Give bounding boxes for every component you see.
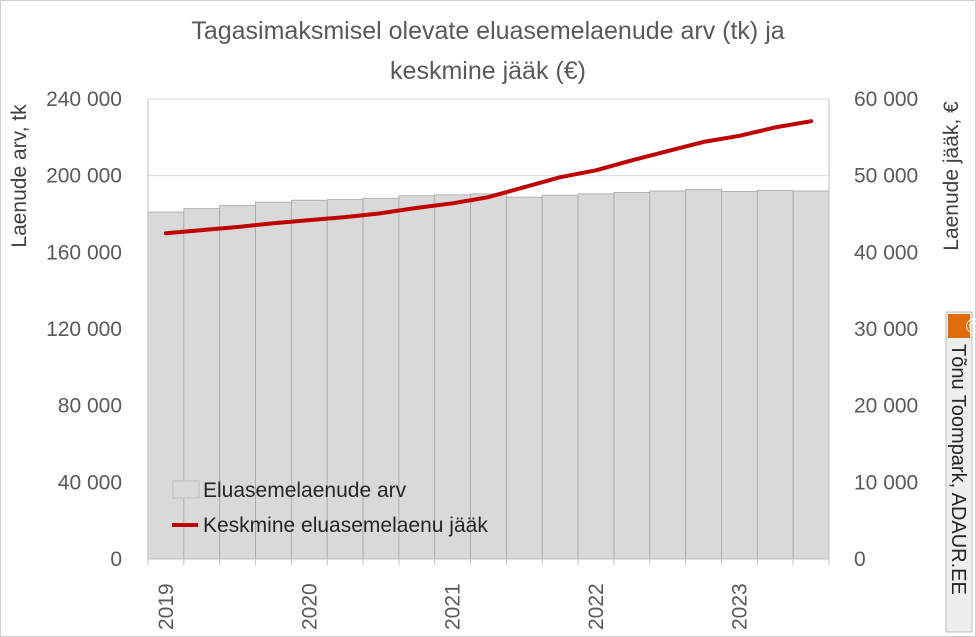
watermark-background [945, 311, 973, 633]
bar [255, 201, 292, 560]
y-right-tick-label: 0 [854, 548, 866, 571]
y-right-tick-label: 30 000 [854, 318, 918, 341]
y-right-tick-labels: 0 10 000 20 000 30 000 40 000 50 000 60 000 [854, 88, 918, 571]
bar [434, 194, 471, 560]
y-left-tick-labels: 0 40 000 80 000 120 000 160 000 200 000 240 00… [46, 88, 122, 571]
bar [183, 208, 221, 560]
legend-bar-swatch [172, 480, 200, 499]
bar [290, 199, 328, 560]
bar [147, 211, 185, 560]
watermark: © Tõnu Toompark, ADAUR.EE [945, 311, 976, 633]
y-left-tick-label: 120 000 [46, 318, 122, 341]
bar [541, 194, 579, 560]
legend-bar-label: Eluasemelaenude arv [203, 479, 407, 502]
bar [756, 190, 794, 560]
x-tick-label: 2019 [155, 583, 178, 630]
bar [398, 195, 436, 560]
y-right-tick-label: 10 000 [854, 471, 918, 494]
bar [326, 199, 364, 560]
bar-series [147, 189, 830, 560]
y-left-axis-label: Laenude arv, tk [8, 104, 31, 248]
y-right-tick-label: 40 000 [854, 241, 918, 264]
y-left-tick-label: 0 [110, 548, 122, 571]
bar [362, 197, 400, 560]
y-left-tick-label: 80 000 [58, 395, 122, 418]
y-right-axis-label: Laenude jääk, € [940, 101, 963, 251]
y-left-tick-label: 160 000 [46, 241, 122, 264]
y-right-tick-label: 60 000 [854, 88, 918, 111]
copyright-icon: © [961, 319, 976, 334]
line-series [163, 119, 814, 236]
y-right-tick-label: 50 000 [854, 165, 918, 188]
bar [792, 190, 830, 560]
chart-title-line-2: keskmine jääk (€) [390, 57, 586, 85]
watermark-text: Tõnu Toompark, ADAUR.EE [947, 344, 969, 595]
y-left-tick-label: 40 000 [58, 471, 122, 494]
legend-line-label: Keskmine eluasemelaenu jääk [203, 514, 488, 537]
x-tick-label: 2020 [298, 583, 321, 630]
bar [685, 189, 722, 560]
y-right-tick-label: 20 000 [854, 395, 918, 418]
bar [613, 192, 651, 560]
line-series-path [163, 119, 814, 236]
y-left-tick-label: 240 000 [46, 88, 122, 111]
x-tick-labels: 2019 2020 2021 2022 2023 [155, 583, 752, 630]
watermark-badge [948, 314, 970, 338]
x-tick-label: 2021 [442, 583, 465, 630]
bar [506, 196, 543, 560]
bar [219, 204, 256, 560]
bar [649, 190, 687, 560]
y-left-tick-label: 200 000 [46, 165, 122, 188]
bar [721, 190, 758, 560]
chart-title-line-1: Tagasimaksmisel olevate eluasemelaenude … [191, 17, 784, 45]
legend: Eluasemelaenude arv Keskmine eluasemelae… [172, 479, 488, 537]
x-tick-label: 2022 [585, 583, 608, 630]
bar [577, 193, 615, 560]
x-tick-label: 2023 [728, 583, 751, 630]
axes [147, 99, 830, 565]
bar [470, 193, 507, 560]
